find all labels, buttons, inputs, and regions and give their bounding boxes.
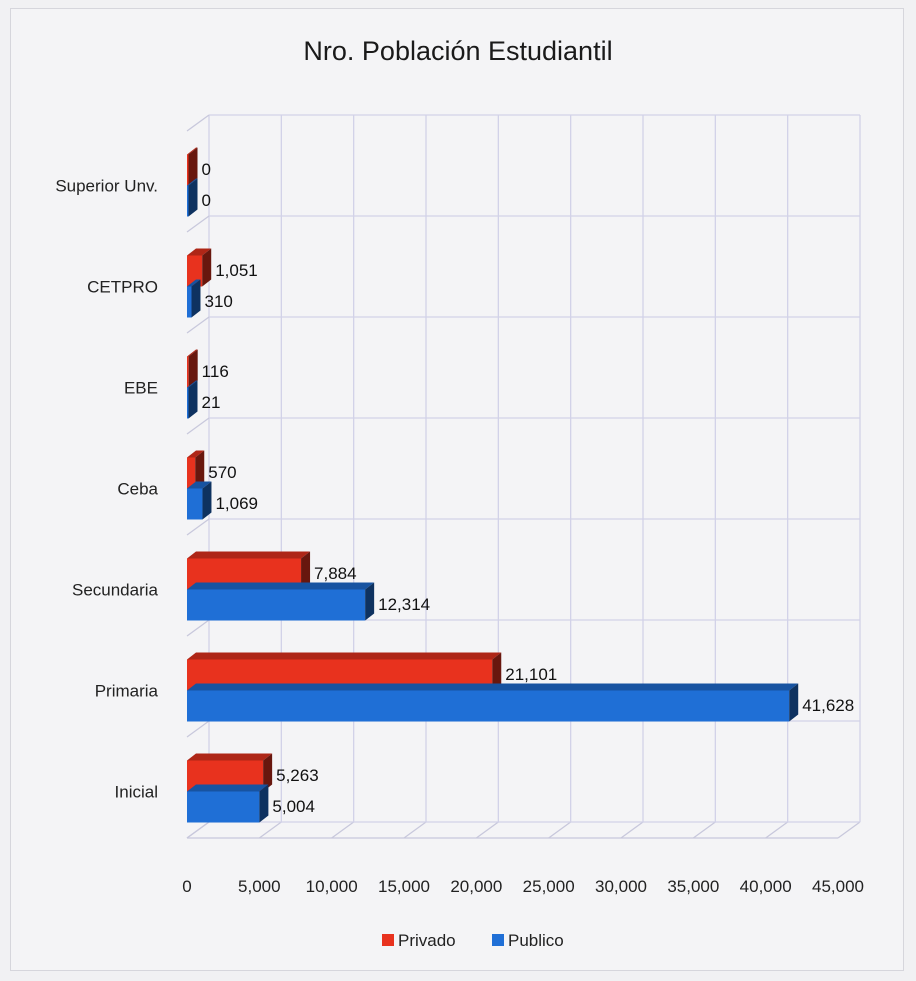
category-label: Inicial: [115, 783, 158, 802]
bar-side-face: [202, 248, 212, 287]
legend: Privado Publico: [382, 931, 564, 950]
bar-top-face: [187, 481, 212, 489]
floor-line: [403, 821, 427, 839]
data-label: 12,314: [378, 595, 430, 614]
category-label: Primaria: [95, 682, 159, 701]
bar-privado: [187, 356, 189, 388]
floor-line: [331, 821, 355, 839]
bar-top-face: [187, 380, 198, 388]
x-tick-label: 0: [182, 877, 191, 896]
bar-top-face: [187, 582, 375, 590]
side-line: [186, 417, 210, 435]
side-line: [186, 518, 210, 536]
data-label: 21,101: [505, 665, 557, 684]
bar-side-face: [188, 380, 198, 419]
bar-side-face: [188, 349, 198, 388]
data-label: 0: [202, 160, 211, 179]
bar-side-face: [191, 279, 201, 318]
bar-top-face: [187, 753, 273, 761]
side-line: [186, 720, 210, 738]
bar-side-face: [789, 683, 799, 722]
category-label: Ceba: [117, 480, 158, 499]
bar-top-face: [187, 683, 799, 691]
x-tick-label: 35,000: [667, 877, 719, 896]
floor-line: [692, 821, 716, 839]
x-tick-label: 40,000: [740, 877, 792, 896]
side-line: [186, 619, 210, 637]
bar-top-face: [187, 147, 198, 155]
bar-top-face: [187, 784, 269, 792]
x-tick-label: 30,000: [595, 877, 647, 896]
bar-publico: [187, 791, 260, 823]
data-label: 7,884: [314, 564, 357, 583]
x-tick-label: 20,000: [450, 877, 502, 896]
bar-publico: [187, 690, 790, 722]
side-line: [186, 215, 210, 233]
floor-line: [765, 821, 789, 839]
bar-top-face: [187, 450, 205, 458]
data-label: 570: [208, 463, 236, 482]
bar-publico: [187, 286, 192, 318]
labels: Inicial 5,263 5,004 Primaria 21,101 41,628 Sec…: [55, 160, 854, 816]
bar-side-face: [188, 147, 198, 186]
floor-line: [837, 821, 861, 839]
bars: [187, 147, 799, 823]
legend-label: Publico: [508, 931, 564, 950]
bar-top-face: [187, 279, 201, 287]
data-label: 5,263: [276, 766, 319, 785]
bar-publico: [187, 488, 203, 520]
bar-top-face: [187, 248, 212, 256]
bar-side-face: [365, 582, 375, 621]
legend-swatch: [492, 934, 504, 946]
x-tick-label: 45,000: [812, 877, 864, 896]
bar-privado: [187, 457, 196, 489]
x-tick-label: 25,000: [523, 877, 575, 896]
grid: 0 5,000 10,000 15,000 20,000 25,000 30,000 35,0…: [182, 114, 864, 896]
chart-frame: [10, 8, 904, 971]
side-line: [186, 114, 210, 132]
bar-side-face: [263, 753, 273, 792]
bar-publico: [187, 185, 189, 217]
data-label: 0: [202, 191, 211, 210]
data-label: 116: [202, 362, 229, 381]
category-label: CETPRO: [87, 278, 158, 297]
floor-line: [620, 821, 644, 839]
bar-side-face: [202, 481, 212, 520]
floor-line: [475, 821, 499, 839]
floor-line: [548, 821, 572, 839]
category-label: Superior Unv.: [55, 177, 158, 196]
bar-privado: [187, 154, 189, 186]
bar-side-face: [301, 551, 311, 590]
data-label: 310: [204, 292, 232, 311]
chart-title: Nro. Población Estudiantil: [303, 36, 613, 66]
bar-publico: [187, 589, 366, 621]
x-tick-label: 10,000: [306, 877, 358, 896]
bar-privado: [187, 255, 203, 287]
data-label: 41,628: [802, 696, 854, 715]
category-label: EBE: [124, 379, 158, 398]
floor-line: [258, 821, 282, 839]
category-label: Secundaria: [72, 581, 159, 600]
data-label: 5,004: [272, 797, 315, 816]
bar-top-face: [187, 349, 198, 357]
legend-swatch: [382, 934, 394, 946]
bar-side-face: [259, 784, 269, 823]
bar-top-face: [187, 178, 198, 186]
side-line: [186, 821, 210, 839]
x-tick-label: 5,000: [238, 877, 281, 896]
data-label: 21: [202, 393, 221, 412]
x-tick-label: 15,000: [378, 877, 430, 896]
bar-side-face: [492, 652, 502, 691]
bar-top-face: [187, 652, 502, 660]
data-label: 1,051: [215, 261, 258, 280]
data-label: 1,069: [215, 494, 258, 513]
side-line: [186, 316, 210, 334]
bar-side-face: [188, 178, 198, 217]
bar-top-face: [187, 551, 311, 559]
legend-label: Privado: [398, 931, 456, 950]
bar-side-face: [195, 450, 205, 489]
bar-publico: [187, 387, 189, 419]
